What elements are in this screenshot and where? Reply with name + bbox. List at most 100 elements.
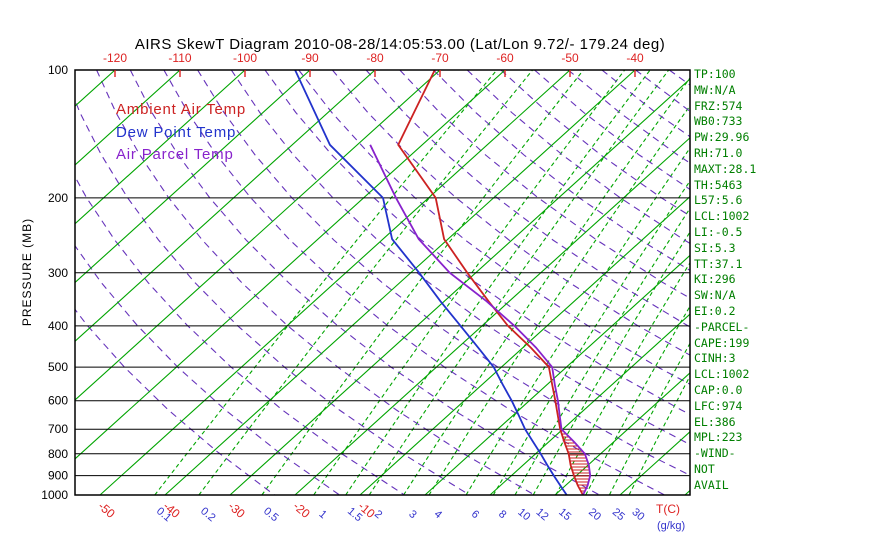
bottom-temp-label: -30 (225, 499, 248, 521)
pressure-axis-label: PRESSURE (MB) (20, 217, 34, 327)
stat-line: MPL:223 (694, 430, 743, 445)
stat-line: PW:29.96 (694, 130, 750, 145)
isotherm-line (424, 254, 690, 496)
stat-line: AVAIL (694, 477, 729, 492)
stats-panel: TP:100 MW:N/A FRZ:574 WB0:733 PW:29.96 RH:71.… (694, 67, 756, 494)
top-temp-label: -70 (431, 51, 449, 65)
dewpoint-curve (294, 70, 568, 496)
dry-adiabat-line (331, 70, 690, 356)
mixing-ratio-label: 15 (556, 506, 573, 523)
top-temp-label: -40 (626, 51, 644, 65)
dry-adiabat-line (500, 70, 690, 217)
legend-air-parcel-temp: Air Parcel Temp (116, 146, 234, 163)
isotherm-line (75, 70, 181, 166)
top-temp-label: -110 (168, 51, 191, 65)
isotherm-line (359, 195, 690, 496)
top-temp-label: -60 (496, 51, 514, 65)
stat-line: LI:-0.5 (694, 224, 743, 239)
dry-adiabat-line (433, 70, 690, 272)
stat-line: TH:5463 (694, 177, 743, 192)
pressure-tick-label: 800 (48, 447, 68, 461)
isotherm-line (75, 70, 376, 343)
stat-line: -WIND- (694, 446, 736, 461)
dry-adiabat-line (197, 70, 690, 476)
top-temp-label: -100 (233, 51, 257, 65)
mixing-ratio-line (428, 104, 690, 496)
temp-axis-unit: T(C) (656, 502, 680, 516)
mixing-ratio-line (345, 70, 651, 496)
isotherm-line (229, 78, 690, 496)
pressure-tick-label: 200 (48, 191, 68, 205)
stat-line: LCL:1002 (694, 367, 750, 382)
mixing-ratio-label: 3 (406, 508, 418, 521)
isotherm-line (164, 70, 636, 496)
mixing-ratio-label: 10 (515, 506, 532, 523)
stat-line: CAPE:199 (694, 335, 750, 350)
chart-title: AIRS SkewT Diagram 2010-08-28/14:05:53.0… (134, 36, 666, 53)
plot-frame (74, 69, 691, 496)
pressure-tick-label: 600 (48, 394, 68, 408)
pressure-tick-labels: 100 200 300 400 500 600 700 800 900 1000 (41, 63, 68, 502)
mixing-ratio-line (261, 70, 584, 496)
stat-line: KI:296 (694, 272, 736, 287)
dry-adiabat-line (163, 70, 665, 496)
isotherm-line (99, 70, 571, 496)
mixing-ratio-label: 8 (496, 508, 508, 521)
isotherm-line (294, 137, 690, 496)
mixing-ratio-label: 30 (629, 506, 646, 523)
stat-line: WB0:733 (694, 114, 743, 129)
mixing-ratio-unit: (g/kg) (657, 520, 685, 532)
legend-dew-point-temp: Dew Point Temp (116, 123, 237, 141)
legend-ambient-air-temp: Ambient Air Temp (116, 101, 247, 118)
bottom-temp-label: -50 (95, 499, 118, 521)
mixing-ratio-label: 0.2 (198, 505, 217, 524)
stat-line: EI:0.2 (694, 303, 736, 318)
stat-line: TP:100 (694, 67, 736, 81)
stat-line: L57:5.6 (694, 193, 743, 208)
stat-line: -PARCEL- (694, 319, 750, 334)
dry-adiabat-line (399, 70, 690, 299)
isotherm-line (75, 70, 441, 401)
pressure-tick-label: 900 (48, 469, 68, 483)
isotherm-line (489, 313, 690, 496)
mixing-ratio-lines (154, 70, 690, 496)
dry-adiabat-line (230, 70, 690, 446)
dry-adiabat-line (75, 175, 405, 496)
stat-line: FRZ:574 (694, 98, 743, 113)
stat-line: SW:N/A (694, 288, 736, 303)
sounding-overlay (294, 70, 592, 496)
dry-adiabat-line (75, 98, 470, 496)
top-temp-label: -80 (366, 51, 384, 65)
stat-line: MAXT:28.1 (694, 161, 757, 176)
stat-line: EL:386 (694, 414, 736, 429)
mixing-ratio-label: 1 (316, 508, 328, 521)
top-temp-axis: -120 -110 -100 -90 -80 -70 -60 -50 -40 (103, 51, 644, 77)
pressure-tick-label: 500 (48, 360, 68, 374)
stat-line: MW:N/A (694, 82, 736, 97)
pressure-tick-label: 100 (48, 63, 68, 77)
stat-line: LFC:974 (694, 398, 743, 413)
dry-adiabat-line (466, 70, 690, 244)
cape-hatch-region (560, 430, 590, 495)
isotherm-lines (75, 70, 690, 496)
stat-line: CAP:0.0 (694, 382, 743, 397)
parcel-temp-curve (369, 144, 592, 496)
mixing-ratio-line (368, 70, 670, 496)
mixing-ratio-label: 25 (610, 506, 627, 523)
mixing-ratio-label: 4 (432, 508, 444, 521)
stat-line: RH:71.0 (694, 145, 743, 160)
dry-adiabat-line (567, 70, 690, 164)
pressure-tick-label: 1000 (41, 488, 68, 502)
isotherm-line (75, 70, 311, 284)
isotherm-line (75, 70, 506, 460)
stat-line: SI:5.3 (694, 240, 736, 255)
stat-line: TT:37.1 (694, 256, 743, 271)
dry-adiabat-line (129, 70, 600, 496)
dry-adiabat-line (96, 70, 535, 496)
dry-adiabat-line (534, 70, 690, 191)
dry-adiabat-line (365, 70, 690, 328)
isotherm-line (75, 70, 246, 225)
mixing-ratio-label: 12 (534, 506, 551, 523)
bottom-temp-label: -20 (290, 499, 313, 521)
